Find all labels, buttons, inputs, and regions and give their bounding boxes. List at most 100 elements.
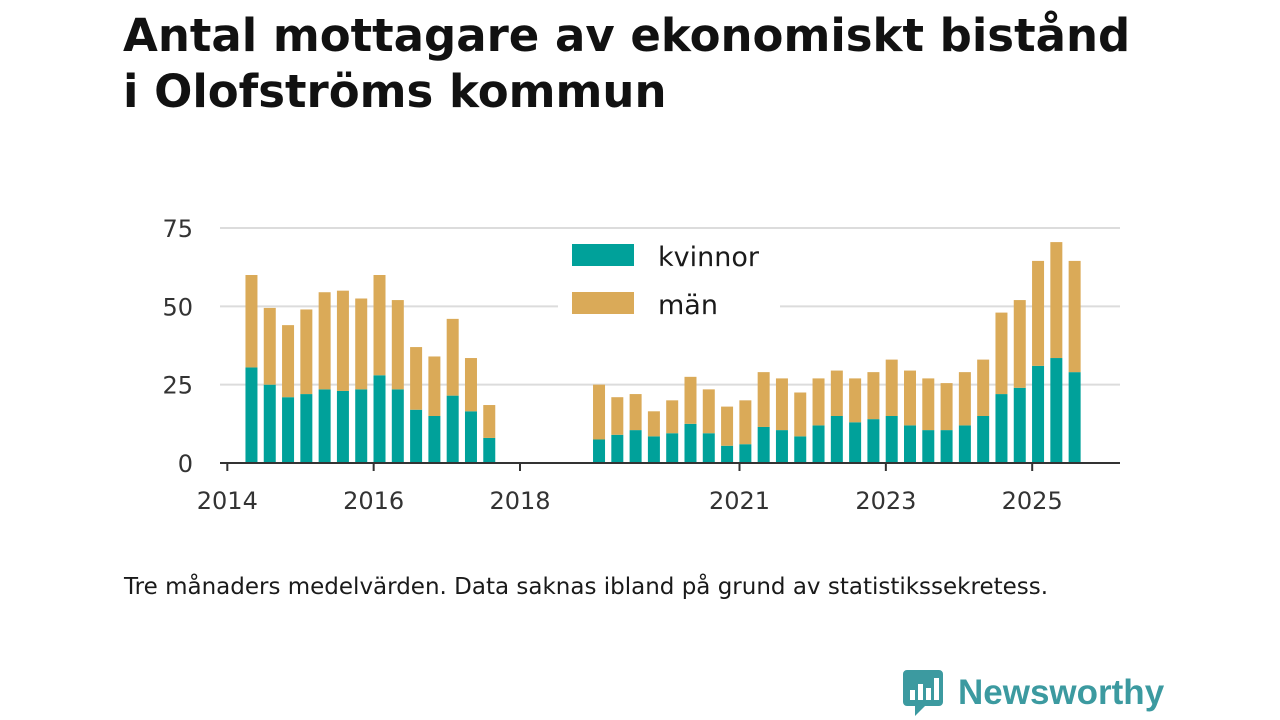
bar-kvinnor	[263, 384, 276, 463]
bar-män	[428, 356, 441, 416]
chart-title: Antal mottagare av ekonomiskt bistånd i …	[123, 8, 1223, 120]
bar-män	[922, 378, 935, 431]
bar-män	[355, 298, 368, 390]
bar-män	[940, 383, 953, 431]
bar-män	[684, 376, 697, 424]
brand-name: Newsworthy	[958, 673, 1165, 712]
bar-kvinnor	[318, 389, 331, 463]
y-tick-label: 0	[178, 450, 193, 478]
bar-män	[391, 300, 404, 390]
bar-kvinnor	[812, 425, 825, 463]
bar-kvinnor	[977, 416, 990, 463]
newsworthy-bar-chart-icon	[903, 670, 943, 716]
bar-män	[593, 384, 606, 440]
bar-kvinnor	[336, 390, 349, 463]
bar-män	[775, 378, 788, 431]
bar-kvinnor	[867, 419, 880, 463]
bar-kvinnor	[721, 445, 734, 463]
bar-kvinnor	[1050, 358, 1063, 463]
bar-kvinnor	[794, 436, 807, 463]
bar-kvinnor	[647, 436, 660, 463]
bar-män	[812, 378, 825, 426]
bar-kvinnor	[483, 437, 496, 463]
bar-kvinnor	[940, 430, 953, 463]
legend-label-män: män	[658, 290, 718, 321]
x-tick-label: 2021	[709, 487, 770, 515]
bar-män	[282, 325, 295, 398]
bar-män	[1013, 300, 1026, 388]
bar-män	[830, 370, 843, 416]
bar-kvinnor	[757, 426, 770, 463]
newsworthy-logo: Newsworthy	[903, 670, 1164, 716]
bar-kvinnor	[300, 394, 313, 463]
bar-män	[464, 358, 477, 412]
bar-kvinnor	[446, 395, 459, 463]
bar-män	[739, 400, 752, 445]
bar-män	[446, 318, 459, 396]
bar-kvinnor	[245, 367, 258, 463]
bar-kvinnor	[428, 416, 441, 463]
bar-män	[849, 378, 862, 423]
bar-män	[410, 347, 423, 410]
bar-kvinnor	[830, 416, 843, 463]
bar-män	[757, 372, 770, 427]
bar-kvinnor	[775, 430, 788, 463]
bar-kvinnor	[958, 425, 971, 463]
bar-män	[1068, 260, 1081, 373]
bar-kvinnor	[593, 439, 606, 463]
bar-män	[1032, 260, 1045, 366]
bar-män	[611, 397, 624, 435]
bar-män	[483, 405, 496, 438]
y-tick-label: 50	[162, 293, 193, 321]
bar-män	[647, 411, 660, 437]
bar-kvinnor	[355, 389, 368, 463]
bar-män	[885, 359, 898, 416]
bar-kvinnor	[995, 394, 1008, 463]
bar-kvinnor	[391, 389, 404, 463]
bar-kvinnor	[904, 425, 916, 463]
legend: kvinnor män	[558, 236, 780, 328]
bar-män	[300, 309, 313, 395]
legend-swatch-kvinnor	[572, 244, 634, 266]
x-tick-label: 2014	[197, 487, 258, 515]
x-tick-label: 2016	[343, 487, 404, 515]
bar-män	[629, 394, 642, 431]
bar-män	[904, 370, 916, 426]
bar-män	[318, 292, 331, 390]
bar-män	[1050, 242, 1063, 359]
bar-kvinnor	[1013, 387, 1026, 463]
x-tick-label: 2025	[1002, 487, 1063, 515]
bar-kvinnor	[629, 430, 642, 463]
bar-män	[263, 307, 276, 385]
bar-män	[794, 392, 807, 437]
bar-kvinnor	[373, 375, 386, 463]
bar-kvinnor	[1032, 365, 1045, 463]
bars	[245, 242, 1081, 463]
x-tick-label: 2023	[855, 487, 916, 515]
stacked-bar-chart: 0 25 50 75 2014 2016 2018 2021 2023 2025 kvinnor m…	[162, 215, 1120, 515]
bar-kvinnor	[702, 433, 715, 463]
title-line-2: i Olofströms kommun	[123, 65, 667, 118]
bar-män	[995, 312, 1008, 395]
bar-män	[245, 275, 258, 368]
bar-män	[666, 400, 679, 434]
legend-swatch-män	[572, 292, 634, 314]
y-tick-label: 75	[162, 215, 193, 243]
bar-män	[867, 372, 880, 420]
bar-män	[373, 275, 386, 376]
x-tick-label: 2018	[489, 487, 550, 515]
bar-män	[977, 359, 990, 416]
bar-kvinnor	[282, 397, 295, 463]
title-line-1: Antal mottagare av ekonomiskt bistånd	[123, 9, 1131, 62]
chart-caption: Tre månaders medelvärden. Data saknas ib…	[124, 574, 1049, 600]
y-tick-label: 25	[162, 372, 193, 400]
bar-män	[721, 406, 734, 446]
bar-kvinnor	[464, 411, 477, 463]
bar-kvinnor	[684, 423, 697, 463]
bar-kvinnor	[739, 444, 752, 463]
bar-män	[336, 290, 349, 391]
legend-label-kvinnor: kvinnor	[658, 242, 760, 273]
bar-kvinnor	[922, 430, 935, 463]
bar-kvinnor	[885, 416, 898, 463]
bar-kvinnor	[666, 433, 679, 463]
